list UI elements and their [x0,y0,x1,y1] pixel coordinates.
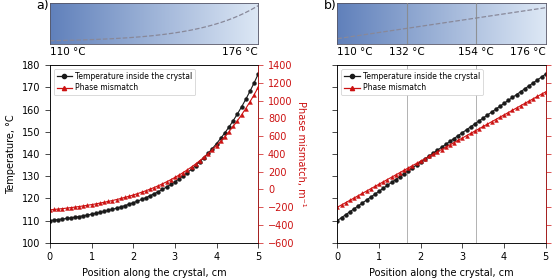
Text: 132 °C: 132 °C [389,47,424,57]
Text: a): a) [37,0,49,12]
X-axis label: Position along the crystal, cm: Position along the crystal, cm [369,268,514,278]
Text: b): b) [324,0,337,12]
Text: 110 °C: 110 °C [337,47,373,57]
Y-axis label: Temperature, °C: Temperature, °C [6,114,16,194]
Text: 176 °C: 176 °C [510,47,546,57]
Text: 110 °C: 110 °C [50,47,85,57]
Y-axis label: Phase mismatch, m⁻¹: Phase mismatch, m⁻¹ [296,101,306,207]
Text: 154 °C: 154 °C [459,47,494,57]
X-axis label: Position along the crystal, cm: Position along the crystal, cm [81,268,227,278]
Legend: Temperature inside the crystal, Phase mismatch: Temperature inside the crystal, Phase mi… [54,69,196,95]
Legend: Temperature inside the crystal, Phase mismatch: Temperature inside the crystal, Phase mi… [341,69,483,95]
Text: 176 °C: 176 °C [223,47,258,57]
